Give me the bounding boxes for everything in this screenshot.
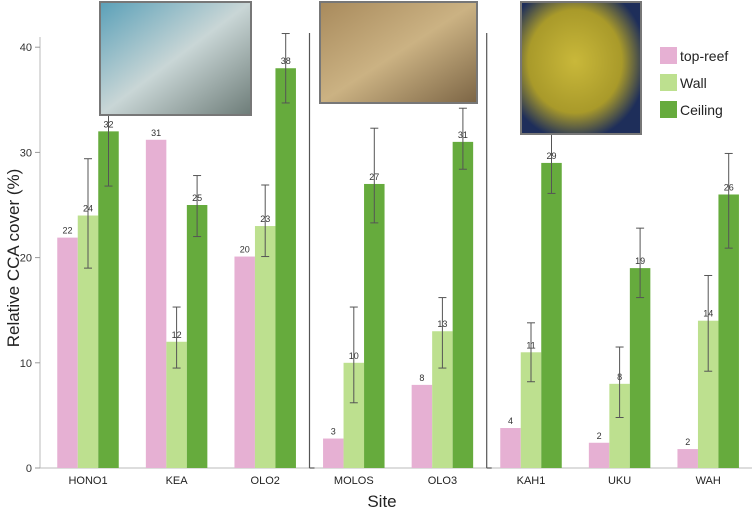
y-tick-label: 0 bbox=[26, 463, 32, 475]
bar-top-reef-kea bbox=[145, 139, 167, 468]
plate-coral-photo bbox=[319, 1, 478, 104]
x-axis-label: Site bbox=[367, 492, 396, 511]
data-label: 8 bbox=[419, 373, 424, 383]
legend-swatch-top-reef bbox=[660, 47, 677, 64]
y-tick-label: 10 bbox=[20, 358, 32, 370]
legend-swatch-wall bbox=[660, 74, 677, 91]
bar-top-reef-kah1 bbox=[500, 428, 521, 468]
y-tick-label: 20 bbox=[20, 253, 32, 265]
bar-ceiling-olo3 bbox=[452, 141, 474, 468]
x-tick-label: MOLOS bbox=[334, 475, 374, 487]
bar-wall-uku bbox=[609, 383, 630, 468]
error-bar bbox=[193, 175, 202, 238]
bar-ceiling-uku bbox=[629, 268, 651, 468]
error-bar bbox=[458, 107, 467, 170]
bar-wall-wah bbox=[697, 320, 719, 468]
error-bar bbox=[704, 274, 713, 372]
error-bar bbox=[438, 297, 447, 369]
error-bar bbox=[349, 306, 358, 404]
bar-top-reef-molos bbox=[323, 438, 344, 468]
y-tick-label: 30 bbox=[20, 147, 32, 159]
error-bar bbox=[261, 184, 270, 258]
x-tick-label: KEA bbox=[166, 475, 189, 487]
error-bar bbox=[84, 158, 92, 269]
x-tick-label: UKU bbox=[608, 475, 631, 487]
error-bar bbox=[172, 306, 181, 369]
bar-top-reef-uku bbox=[588, 442, 610, 468]
legend-label: Wall bbox=[680, 75, 707, 91]
bar-wall-hono1 bbox=[77, 215, 99, 468]
data-label: 22 bbox=[62, 226, 72, 236]
error-bar bbox=[527, 322, 535, 383]
data-label: 3 bbox=[331, 427, 336, 437]
data-label: 31 bbox=[151, 128, 161, 138]
bar-ceiling-kah1 bbox=[541, 162, 562, 469]
bar-wall-olo3 bbox=[432, 331, 453, 468]
massive-coral-photo bbox=[520, 1, 642, 135]
bar-wall-olo2 bbox=[254, 226, 276, 468]
bar-top-reef-olo3 bbox=[411, 384, 433, 468]
bar-ceiling-wah bbox=[718, 194, 739, 469]
legend-label: top-reef bbox=[680, 48, 728, 64]
bar-top-reef-olo2 bbox=[234, 256, 255, 468]
error-bar bbox=[370, 127, 379, 224]
x-tick-label: WAH bbox=[696, 475, 721, 487]
bar-top-reef-hono1 bbox=[57, 237, 78, 468]
x-tick-label: HONO1 bbox=[68, 475, 107, 487]
bar-wall-kah1 bbox=[520, 352, 542, 468]
branching-coral-photo bbox=[99, 1, 252, 116]
legend-label: Ceiling bbox=[680, 102, 723, 118]
error-bar bbox=[636, 227, 645, 299]
x-tick-label: OLO2 bbox=[251, 475, 280, 487]
error-bar bbox=[281, 33, 290, 104]
data-label: 2 bbox=[685, 437, 690, 447]
bar-ceiling-kea bbox=[186, 205, 208, 468]
error-bar bbox=[724, 152, 733, 249]
legend-swatch-ceiling bbox=[660, 101, 677, 118]
bar-ceiling-molos bbox=[364, 183, 385, 468]
bar-top-reef-wah bbox=[677, 449, 698, 468]
legend: top-reef Wall Ceiling bbox=[660, 47, 728, 118]
bar-ceiling-hono1 bbox=[98, 131, 119, 469]
y-tick-label: 40 bbox=[20, 42, 32, 54]
data-label: 4 bbox=[508, 416, 513, 426]
data-label: 2 bbox=[597, 431, 602, 441]
y-axis-label: Relative CCA cover (%) bbox=[4, 169, 23, 348]
x-tick-label: OLO3 bbox=[428, 475, 457, 487]
bar-wall-kea bbox=[166, 341, 187, 468]
error-bar bbox=[615, 346, 624, 419]
bar-wall-molos bbox=[343, 362, 365, 468]
x-tick-label: KAH1 bbox=[517, 475, 546, 487]
data-label: 20 bbox=[240, 245, 250, 255]
bar-ceiling-olo2 bbox=[275, 68, 296, 469]
